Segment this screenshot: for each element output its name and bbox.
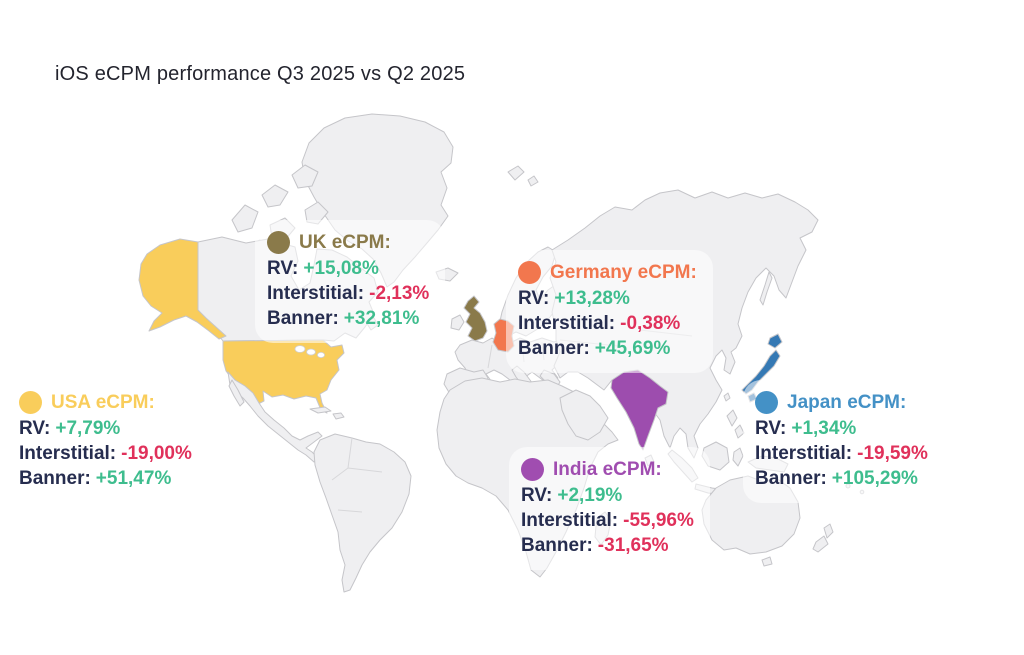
japan-banner-value: +105,29%: [831, 468, 918, 489]
map-region-baja: [228, 379, 245, 407]
usa-banner-value: +51,47%: [95, 468, 172, 489]
map-region-uk: [463, 295, 488, 342]
metric-label-rv: RV:: [267, 258, 299, 279]
japan-rv-value: +1,34%: [791, 418, 857, 439]
map-region-ireland: [450, 314, 465, 331]
uk-interstitial-row: Interstitial: -2,13%: [267, 281, 429, 306]
metric-label-rv: RV:: [755, 418, 787, 439]
uk-dot-icon: [267, 231, 290, 254]
germany-rv-row: RV: +13,28%: [518, 286, 697, 311]
germany-header: Germany eCPM:: [550, 262, 697, 283]
india-rv-value: +2,19%: [557, 485, 623, 506]
india-banner-value: -31,65%: [597, 535, 669, 556]
germany-banner-row: Banner: +45,69%: [518, 336, 697, 361]
japan-header: Japan eCPM:: [787, 392, 907, 413]
map-region-new-zealand: [812, 523, 834, 553]
metric-label-banner: Banner:: [19, 468, 91, 489]
usa-banner-row: Banner: +51,47%: [19, 466, 192, 491]
metric-label-interstitial: Interstitial:: [521, 510, 619, 531]
uk-rv-value: +15,08%: [303, 258, 379, 279]
country-label-uk: UK eCPM: RV: +15,08% Interstitial: -2,13…: [255, 220, 446, 343]
japan-interstitial-row: Interstitial: -19,59%: [755, 441, 928, 466]
metric-label-interstitial: Interstitial:: [755, 443, 853, 464]
germany-rv-value: +13,28%: [554, 288, 630, 309]
metric-label-interstitial: Interstitial:: [518, 313, 616, 334]
japan-interstitial-value: -19,59%: [857, 443, 928, 464]
uk-interstitial-value: -2,13%: [369, 283, 430, 304]
japan-dot-icon: [755, 391, 778, 414]
page-title: iOS eCPM performance Q3 2025 vs Q2 2025: [55, 63, 466, 86]
country-label-usa: USA eCPM: RV: +7,79% Interstitial: -19,0…: [7, 380, 208, 503]
country-label-japan: Japan eCPM: RV: +1,34% Interstitial: -19…: [743, 380, 944, 503]
metric-label-rv: RV:: [518, 288, 550, 309]
map-region-hispaniola: [332, 412, 345, 420]
india-interstitial-row: Interstitial: -55,96%: [521, 508, 694, 533]
metric-label-rv: RV:: [521, 485, 553, 506]
usa-interstitial-value: -19,00%: [121, 443, 192, 464]
india-banner-row: Banner: -31,65%: [521, 533, 694, 558]
metric-label-interstitial: Interstitial:: [267, 283, 365, 304]
india-interstitial-value: -55,96%: [623, 510, 694, 531]
japan-rv-row: RV: +1,34%: [755, 416, 928, 441]
usa-interstitial-row: Interstitial: -19,00%: [19, 441, 192, 466]
metric-label-banner: Banner:: [518, 338, 590, 359]
india-dot-icon: [521, 458, 544, 481]
country-label-india: India eCPM: RV: +2,19% Interstitial: -55…: [509, 447, 710, 570]
map-region-svalbard: [507, 165, 539, 187]
usa-header: USA eCPM:: [51, 392, 155, 413]
uk-banner-row: Banner: +32,81%: [267, 306, 429, 331]
metric-label-rv: RV:: [19, 418, 51, 439]
south-america-borders: [331, 437, 383, 513]
germany-dot-icon: [518, 261, 541, 284]
map-region-cuba: [309, 406, 332, 414]
map-region-mexico-central-america: [227, 371, 323, 463]
map-region-alaska: [138, 238, 227, 340]
metric-label-banner: Banner:: [755, 468, 827, 489]
great-lakes: [294, 345, 325, 358]
uk-rv-row: RV: +15,08%: [267, 256, 429, 281]
map-region-taiwan: [723, 392, 731, 402]
map-region-sakhalin: [759, 271, 773, 306]
germany-interstitial-row: Interstitial: -0,38%: [518, 311, 697, 336]
map-region-tasmania: [761, 556, 773, 567]
usa-dot-icon: [19, 391, 42, 414]
map-region-india: [610, 369, 669, 451]
india-header: India eCPM:: [553, 459, 662, 480]
usa-rv-value: +7,79%: [55, 418, 121, 439]
germany-interstitial-value: -0,38%: [620, 313, 681, 334]
uk-header: UK eCPM:: [299, 232, 391, 253]
metric-label-interstitial: Interstitial:: [19, 443, 117, 464]
map-region-south-america: [313, 433, 412, 593]
map-region-arabia: [559, 389, 609, 441]
uk-banner-value: +32,81%: [343, 308, 420, 329]
germany-banner-value: +45,69%: [594, 338, 671, 359]
metric-label-banner: Banner:: [267, 308, 339, 329]
metric-label-banner: Banner:: [521, 535, 593, 556]
usa-rv-row: RV: +7,79%: [19, 416, 192, 441]
india-rv-row: RV: +2,19%: [521, 483, 694, 508]
country-label-germany: Germany eCPM: RV: +13,28% Interstitial: …: [506, 250, 713, 373]
japan-banner-row: Banner: +105,29%: [755, 466, 928, 491]
